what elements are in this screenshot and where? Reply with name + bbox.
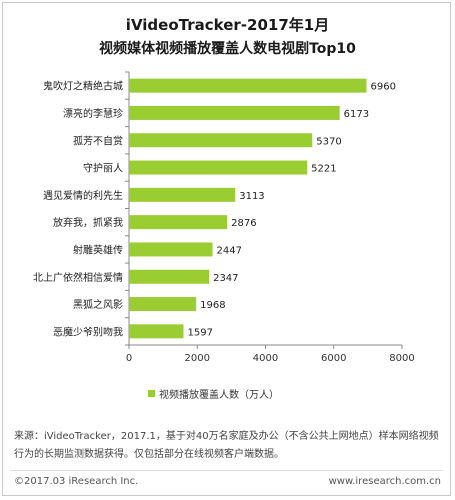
bar <box>129 187 236 202</box>
bar <box>129 242 213 257</box>
x-tick-label: 4000 <box>253 353 278 364</box>
category-label: 恶魔少爷别吻我 <box>53 325 123 338</box>
bar <box>129 269 210 284</box>
category-label: 黑狐之风影 <box>73 298 123 311</box>
category-label: 北上广依然相信爱情 <box>33 271 123 284</box>
source-note: 来源：iVideoTracker，2017.1，基于对40万名家庭及办公（不含公… <box>14 431 439 460</box>
bar <box>129 215 228 230</box>
category-label: 守护丽人 <box>83 162 123 175</box>
category-label: 放弃我，抓紧我 <box>53 216 123 229</box>
bar-value-label: 1597 <box>187 327 212 338</box>
chart-title: iVideoTracker-2017年1月 <box>125 16 330 34</box>
bar-value-label: 1968 <box>200 300 225 311</box>
category-label: 遇见爱情的利先生 <box>43 189 123 202</box>
footer-divider <box>10 470 443 471</box>
chart-subtitle: 视频媒体视频播放覆盖人数电视剧Top10 <box>99 41 356 57</box>
bar <box>129 78 367 93</box>
bar-value-label: 2876 <box>231 218 256 229</box>
x-tick-label: 6000 <box>321 353 346 364</box>
legend-label: 视频播放覆盖人数（万人） <box>159 390 279 401</box>
bar <box>129 324 184 339</box>
bar <box>129 105 340 120</box>
bar-value-label: 6173 <box>344 109 369 120</box>
category-label: 孤芳不自赏 <box>73 134 123 147</box>
legend-swatch <box>148 390 155 397</box>
bar <box>129 160 308 175</box>
bar-value-label: 3113 <box>239 191 264 202</box>
x-tick-label: 8000 <box>389 353 414 364</box>
bar-value-label: 6960 <box>371 82 396 93</box>
x-tick-label: 2000 <box>185 353 210 364</box>
footer-website: www.iresearch.com.cn <box>328 476 441 487</box>
bar <box>129 133 313 148</box>
footer-copyright: ©2017.03 iResearch Inc. <box>14 476 139 487</box>
bar-value-label: 5221 <box>311 164 336 175</box>
category-label: 漂亮的李慧珍 <box>63 107 123 120</box>
category-label: 鬼吹灯之精绝古城 <box>43 80 123 93</box>
bar <box>129 297 197 312</box>
x-tick-label: 0 <box>126 353 132 364</box>
bar-value-label: 5370 <box>316 136 341 147</box>
bar-value-label: 2347 <box>213 273 238 284</box>
category-label: 射雕英雄传 <box>73 243 123 256</box>
chart-legend: 视频播放覆盖人数（万人） <box>148 386 279 401</box>
bar-value-label: 2447 <box>217 245 242 256</box>
